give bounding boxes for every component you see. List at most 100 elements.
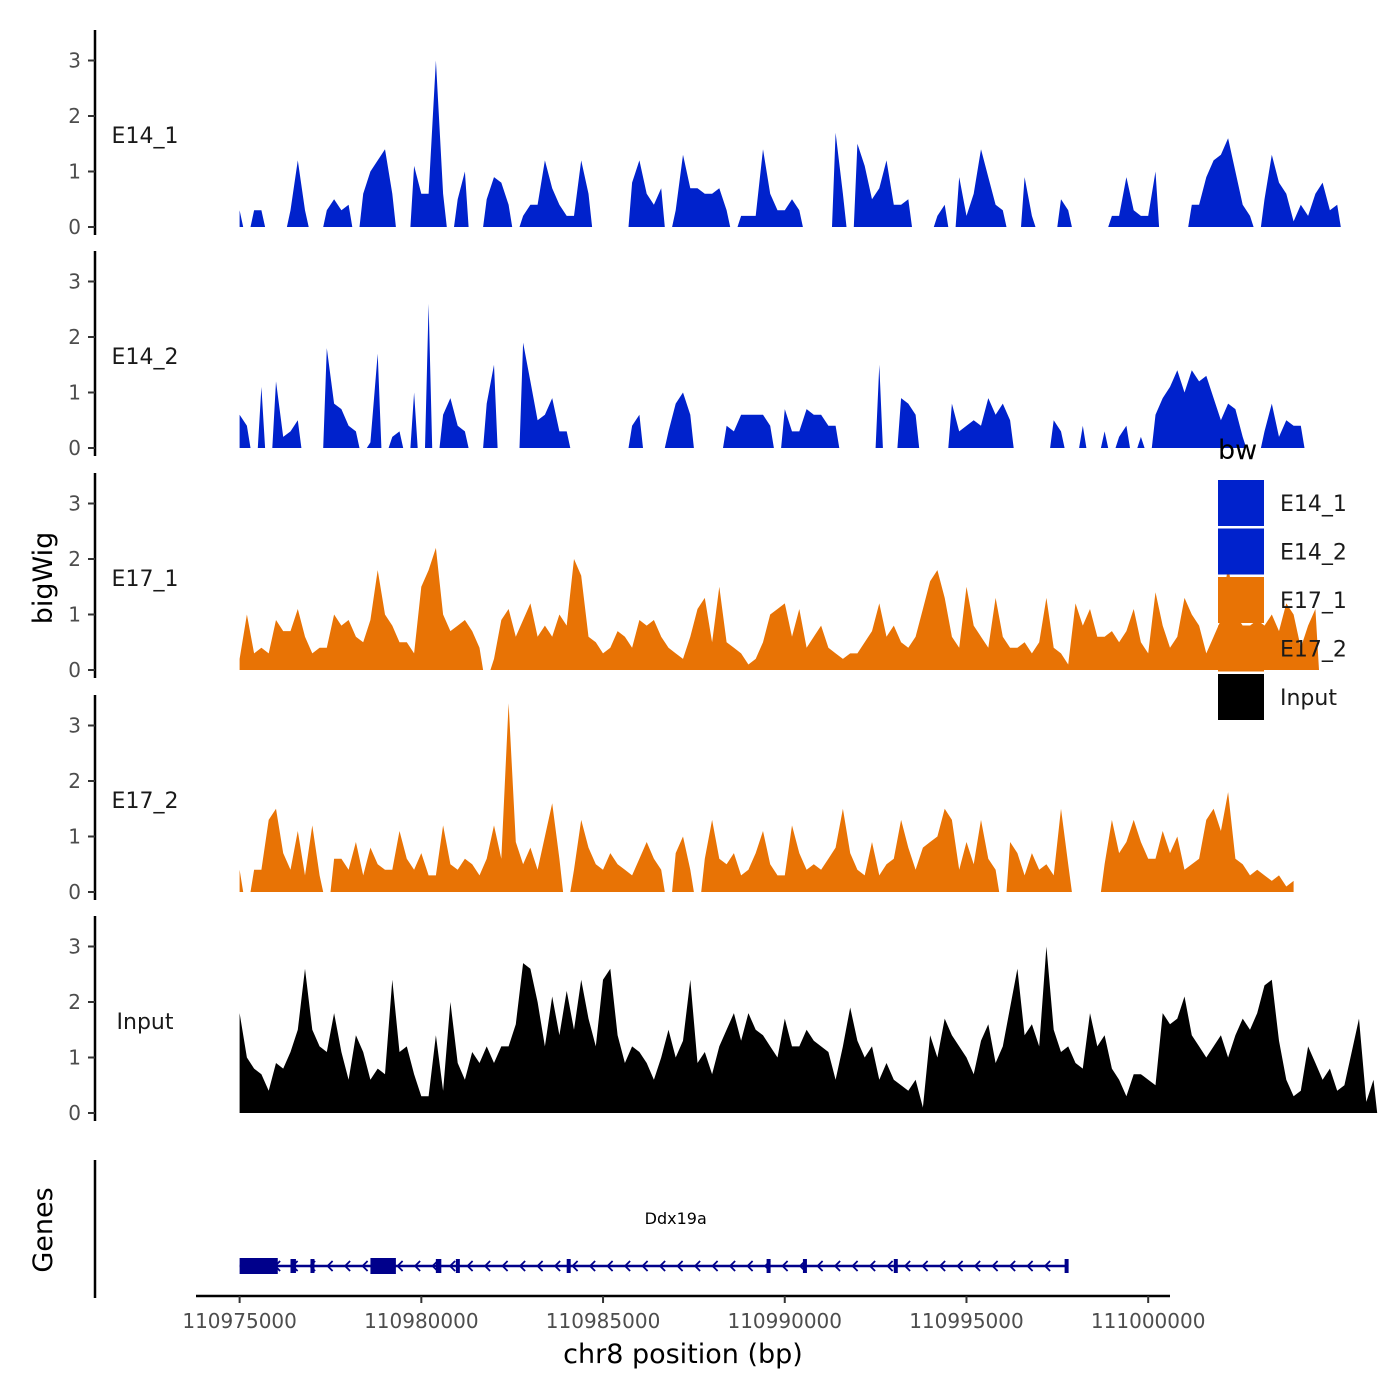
strand-arrow <box>921 1260 929 1272</box>
x-tick-label: 110990000 <box>727 1309 842 1333</box>
y-tick-label: 2 <box>68 325 81 349</box>
strand-arrow <box>728 1260 736 1272</box>
bigwig-tracks: 0 1 2 3 E14_1 0 1 2 3 E14_2 0 1 2 3 E17_1 0 1 2 3 E17_2 0 1 2 3… <box>68 30 1378 1125</box>
coverage-area-E17_2 <box>239 703 1294 892</box>
strand-arrow <box>991 1260 999 1272</box>
y-tick-label: 3 <box>68 935 81 959</box>
strand-arrow <box>833 1260 841 1272</box>
y-tick-label: 0 <box>68 215 81 239</box>
track-E17_1: 0 1 2 3 E17_1 <box>68 473 1320 682</box>
legend-swatch <box>1218 480 1264 526</box>
track-E14_2: 0 1 2 3 E14_2 <box>68 251 1305 460</box>
strand-arrow <box>343 1260 351 1272</box>
coverage-area-E17_1 <box>239 547 1320 670</box>
exon <box>1064 1259 1069 1273</box>
genes-axis-title: Genes <box>28 1187 59 1272</box>
strand-arrow <box>903 1260 911 1272</box>
y-tick-label: 2 <box>68 769 81 793</box>
exon <box>455 1259 460 1273</box>
y-tick-label: 2 <box>68 104 81 128</box>
strand-arrow <box>571 1260 579 1272</box>
y-tick-label: 2 <box>68 547 81 571</box>
exon <box>802 1259 807 1273</box>
strand-arrow <box>938 1260 946 1272</box>
x-tick-label: 110995000 <box>909 1309 1024 1333</box>
strand-arrow <box>1008 1260 1016 1272</box>
track-E17_2: 0 1 2 3 E17_2 <box>68 695 1294 904</box>
track-label: E14_1 <box>112 124 179 149</box>
exon <box>566 1259 571 1273</box>
y-tick-label: 1 <box>68 160 81 184</box>
strand-arrow <box>746 1260 754 1272</box>
strand-arrow <box>711 1260 719 1272</box>
x-axis: 110975000 110980000 110985000 110990000 1109… <box>182 1294 1205 1333</box>
exon <box>766 1259 771 1273</box>
gene-label: Ddx19a <box>645 1209 707 1228</box>
strand-arrow <box>326 1260 334 1272</box>
track-label: E17_2 <box>112 789 179 814</box>
x-tick-label: 110980000 <box>364 1309 479 1333</box>
track-E14_1: 0 1 2 3 E14_1 <box>68 30 1341 239</box>
strand-arrow <box>851 1260 859 1272</box>
strand-arrow <box>413 1260 421 1272</box>
coverage-area-E14_2 <box>239 303 1305 448</box>
y-tick-label: 1 <box>68 825 81 849</box>
strand-arrow <box>518 1260 526 1272</box>
track-Input: 0 1 2 3 Input <box>68 916 1378 1125</box>
strand-arrow <box>676 1260 684 1272</box>
strand-arrow <box>886 1260 894 1272</box>
y-axis-title: bigWig <box>28 532 59 625</box>
coverage-area-Input <box>239 946 1378 1113</box>
y-tick-label: 3 <box>68 49 81 73</box>
gene-Ddx19a: Ddx19a <box>239 1209 1069 1274</box>
exon <box>310 1259 315 1273</box>
y-tick-label: 1 <box>68 381 81 405</box>
strand-arrow <box>553 1260 561 1272</box>
track-label: E17_1 <box>112 567 179 592</box>
legend-swatch <box>1218 674 1264 720</box>
strand-arrow <box>868 1260 876 1272</box>
strand-arrow <box>658 1260 666 1272</box>
legend-label: E14_1 <box>1280 492 1347 517</box>
y-tick-label: 0 <box>68 1101 81 1125</box>
strand-arrow <box>466 1260 474 1272</box>
strand-arrow <box>623 1260 631 1272</box>
exon <box>239 1258 278 1274</box>
strand-arrow <box>536 1260 544 1272</box>
y-tick-label: 3 <box>68 714 81 738</box>
strand-arrow <box>816 1260 824 1272</box>
exon <box>435 1259 442 1273</box>
exon <box>893 1259 898 1273</box>
strand-arrow <box>956 1260 964 1272</box>
x-axis-title: chr8 position (bp) <box>563 1339 803 1370</box>
genes-track: Ddx19a <box>93 1160 1069 1298</box>
y-tick-label: 3 <box>68 270 81 294</box>
y-tick-label: 0 <box>68 658 81 682</box>
y-tick-label: 0 <box>68 880 81 904</box>
track-label: E14_2 <box>112 345 179 370</box>
coverage-area-E14_1 <box>239 60 1341 227</box>
legend-label: Input <box>1280 686 1337 711</box>
y-tick-label: 3 <box>68 492 81 516</box>
strand-arrow <box>693 1260 701 1272</box>
strand-arrow <box>1026 1260 1034 1272</box>
strand-arrow <box>1043 1260 1051 1272</box>
x-tick-label: 110975000 <box>182 1309 297 1333</box>
strand-arrow <box>361 1260 369 1272</box>
track-label: Input <box>117 1010 174 1035</box>
strand-arrow <box>781 1260 789 1272</box>
strand-arrow <box>396 1260 404 1272</box>
exon <box>290 1259 296 1273</box>
strand-arrow <box>973 1260 981 1272</box>
strand-arrow <box>606 1260 614 1272</box>
strand-arrow <box>501 1260 509 1272</box>
legend-label: E17_2 <box>1280 638 1347 663</box>
legend-label: E17_1 <box>1280 589 1347 614</box>
legend-swatch <box>1218 577 1264 623</box>
legend-label: E14_2 <box>1280 541 1347 566</box>
strand-arrow <box>448 1260 456 1272</box>
legend-swatch <box>1218 625 1264 672</box>
strand-arrow <box>641 1260 649 1272</box>
strand-arrow <box>483 1260 491 1272</box>
